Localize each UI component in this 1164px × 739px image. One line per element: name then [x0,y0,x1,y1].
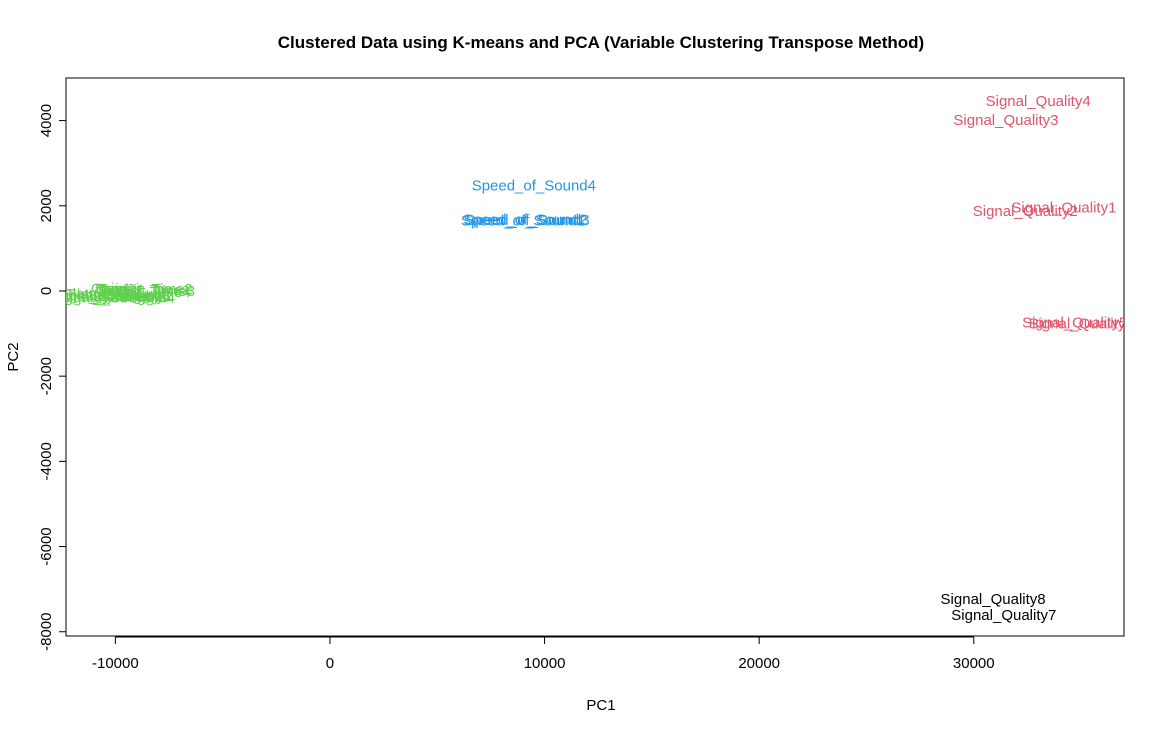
point-label: Signal_Strength2 [51,289,166,306]
y-tick-label: -6000 [38,527,55,565]
point-label: Speed_of_Sound3 [465,212,589,229]
x-tick-label: -10000 [92,655,139,672]
point-label: Signal_Strength3 [56,288,171,305]
y-axis: -8000 -6000 -4000 -2000 0 2000 4000 [38,104,67,651]
point-label: Speed_of_Sound2 [463,211,587,228]
point-label: Flatness2 [68,287,133,304]
point-label: Transit_Time2 [98,281,193,298]
point-label: Transit_Time4 [96,284,191,301]
y-tick-label: -4000 [38,442,55,480]
point-label: Signal_Quality8 [941,591,1046,608]
y-tick-label: 0 [38,287,55,295]
y-axis-label: PC2 [5,342,22,371]
point-label: Signal_Quality2 [973,203,1078,220]
point-label: Gain2 [95,281,135,298]
point-label: Transit_Time1 [96,282,191,299]
point-label: Signal_Quality6 [1029,316,1134,333]
point-label: Transit_Time3 [100,283,195,300]
point-label: Signal_Quality7 [951,607,1056,624]
point-label: Gain1 [91,280,131,297]
point-label: Signal_Strength1 [47,288,162,305]
point-label: Signal_Quality4 [986,93,1091,110]
point-label: Signal_Quality3 [953,112,1058,129]
point-label: Signal_Strength4 [60,289,175,306]
point-label: Speed_of_Sound1 [461,213,585,230]
x-tick-label: 10000 [524,655,566,672]
point-label: Speed_of_Sound4 [472,178,596,195]
y-tick-label: 4000 [38,104,55,137]
point-label: Symmetry1 [92,288,168,305]
plot-area-border [65,77,1125,637]
y-tick-label: 2000 [38,189,55,222]
point-label: Signal_Quality1 [1011,199,1116,216]
x-tick-label: 30000 [953,655,995,672]
x-axis-label: PC1 [586,697,615,714]
chart-title: Clustered Data using K-means and PCA (Va… [278,33,924,52]
point-label: Symmetry2 [97,288,173,305]
x-tick-label: 20000 [738,655,780,672]
x-tick-label: 0 [326,655,334,672]
y-tick-label: -2000 [38,357,55,395]
point-label: Flatness1 [64,286,129,303]
y-tick-label: -8000 [38,613,55,651]
x-axis: -10000 0 10000 20000 30000 [92,636,995,672]
data-labels-layer: Signal_Quality4 Signal_Quality3 Signal_Qua… [47,93,1134,624]
point-label: Signal_Quality5 [1022,314,1127,331]
